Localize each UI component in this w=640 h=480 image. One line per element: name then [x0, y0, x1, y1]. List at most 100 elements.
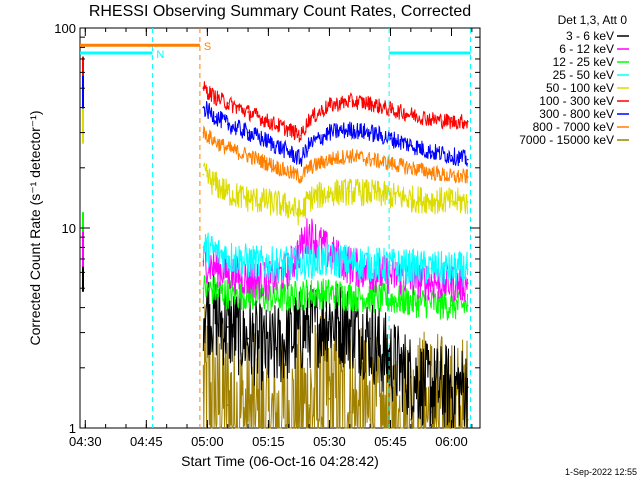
x-tick-label: 05:00: [191, 434, 224, 449]
x-tick-label: 05:30: [313, 434, 346, 449]
legend-entry-label: 7000 - 15000 keV: [519, 133, 614, 147]
series-point: [267, 280, 270, 283]
series-point: [410, 144, 412, 146]
series-point: [410, 113, 412, 116]
series-point: [466, 282, 469, 284]
x-tick-label: 04:30: [69, 434, 102, 449]
series-point: [430, 386, 432, 388]
series-point: [389, 108, 392, 111]
y-tick-label: 10: [62, 221, 76, 236]
series-point: [226, 102, 229, 105]
series-point: [202, 173, 205, 176]
series-point: [226, 404, 229, 407]
series-point: [450, 386, 453, 388]
chart-title: RHESSI Observing Summary Count Rates, Co…: [89, 3, 471, 20]
series-point: [226, 123, 229, 126]
series-point: [247, 260, 249, 263]
series-point: [287, 128, 290, 131]
series-point: [410, 166, 412, 169]
legend-entry-label: 50 - 100 keV: [546, 81, 614, 95]
legend-title: Det 1,3, Att 0: [558, 13, 628, 27]
series-point: [369, 191, 371, 194]
series-point: [466, 386, 469, 388]
series-point: [328, 158, 331, 161]
series-point: [450, 304, 453, 307]
event-label: N: [156, 49, 164, 61]
series-point: [202, 287, 205, 290]
series-point: [328, 259, 331, 262]
series-point: [247, 337, 249, 340]
series-point: [328, 131, 331, 134]
series-point: [226, 255, 229, 258]
series-point: [247, 131, 249, 134]
series-point: [287, 296, 290, 299]
series-point: [300, 158, 302, 161]
series-point: [308, 260, 310, 263]
series-point: [267, 351, 270, 353]
series-point: [308, 166, 310, 169]
series-line-7: [202, 125, 468, 185]
series-point: [369, 263, 371, 265]
series-point: [450, 154, 453, 157]
series-point: [202, 87, 205, 90]
series-point: [450, 282, 453, 284]
series-line-4: [202, 162, 468, 226]
series-point: [300, 134, 302, 137]
x-tick-label: 05:15: [252, 434, 285, 449]
series-point: [348, 411, 351, 413]
series-point: [466, 158, 469, 161]
series-point: [369, 296, 371, 299]
series-point: [226, 292, 229, 295]
series-point: [226, 326, 229, 328]
series-point: [389, 264, 392, 267]
series-line-6: [203, 101, 468, 168]
series-point: [308, 404, 310, 407]
series-point: [348, 128, 351, 131]
series-point: [369, 131, 371, 134]
legend-entry-label: 800 - 7000 keV: [533, 120, 614, 134]
series-point: [328, 191, 331, 194]
series-point: [247, 294, 249, 297]
series-point: [348, 190, 351, 193]
y-tick-label: 1: [69, 421, 76, 436]
series-point: [369, 337, 371, 340]
series-point: [308, 326, 310, 328]
series-point: [430, 280, 432, 283]
series-point: [348, 100, 351, 103]
series-point: [348, 260, 351, 263]
series-point: [450, 200, 453, 203]
series-point: [466, 120, 469, 123]
series-point: [247, 111, 249, 113]
series-point: [247, 197, 249, 200]
series-point: [267, 201, 270, 203]
legend-entry-label: 100 - 300 keV: [539, 94, 614, 108]
series-point: [430, 151, 432, 153]
series-point: [214, 96, 217, 99]
series-point: [466, 201, 469, 203]
x-axis-label: Start Time (06-Oct-16 04:28:42): [181, 453, 379, 469]
series-point: [247, 154, 249, 157]
legend-entry-label: 6 - 12 keV: [559, 42, 614, 56]
series-point: [328, 318, 331, 320]
series-point: [287, 337, 290, 340]
series-point: [202, 131, 205, 134]
series-point: [267, 162, 270, 165]
series-point: [410, 376, 412, 378]
series-point: [410, 265, 412, 268]
series-point: [214, 183, 217, 186]
series-point: [300, 212, 302, 215]
series-point: [287, 418, 290, 421]
series-point: [328, 292, 331, 295]
series-point: [410, 197, 412, 200]
legend-entry-label: 3 - 6 keV: [566, 29, 614, 43]
series-point: [450, 176, 453, 178]
series-point: [348, 264, 351, 267]
series-point: [267, 263, 270, 265]
series-point: [287, 171, 290, 174]
series-point: [369, 158, 371, 161]
x-tick-label: 06:00: [435, 434, 468, 449]
series-point: [308, 197, 310, 200]
legend-entry-label: 12 - 25 keV: [553, 55, 614, 69]
